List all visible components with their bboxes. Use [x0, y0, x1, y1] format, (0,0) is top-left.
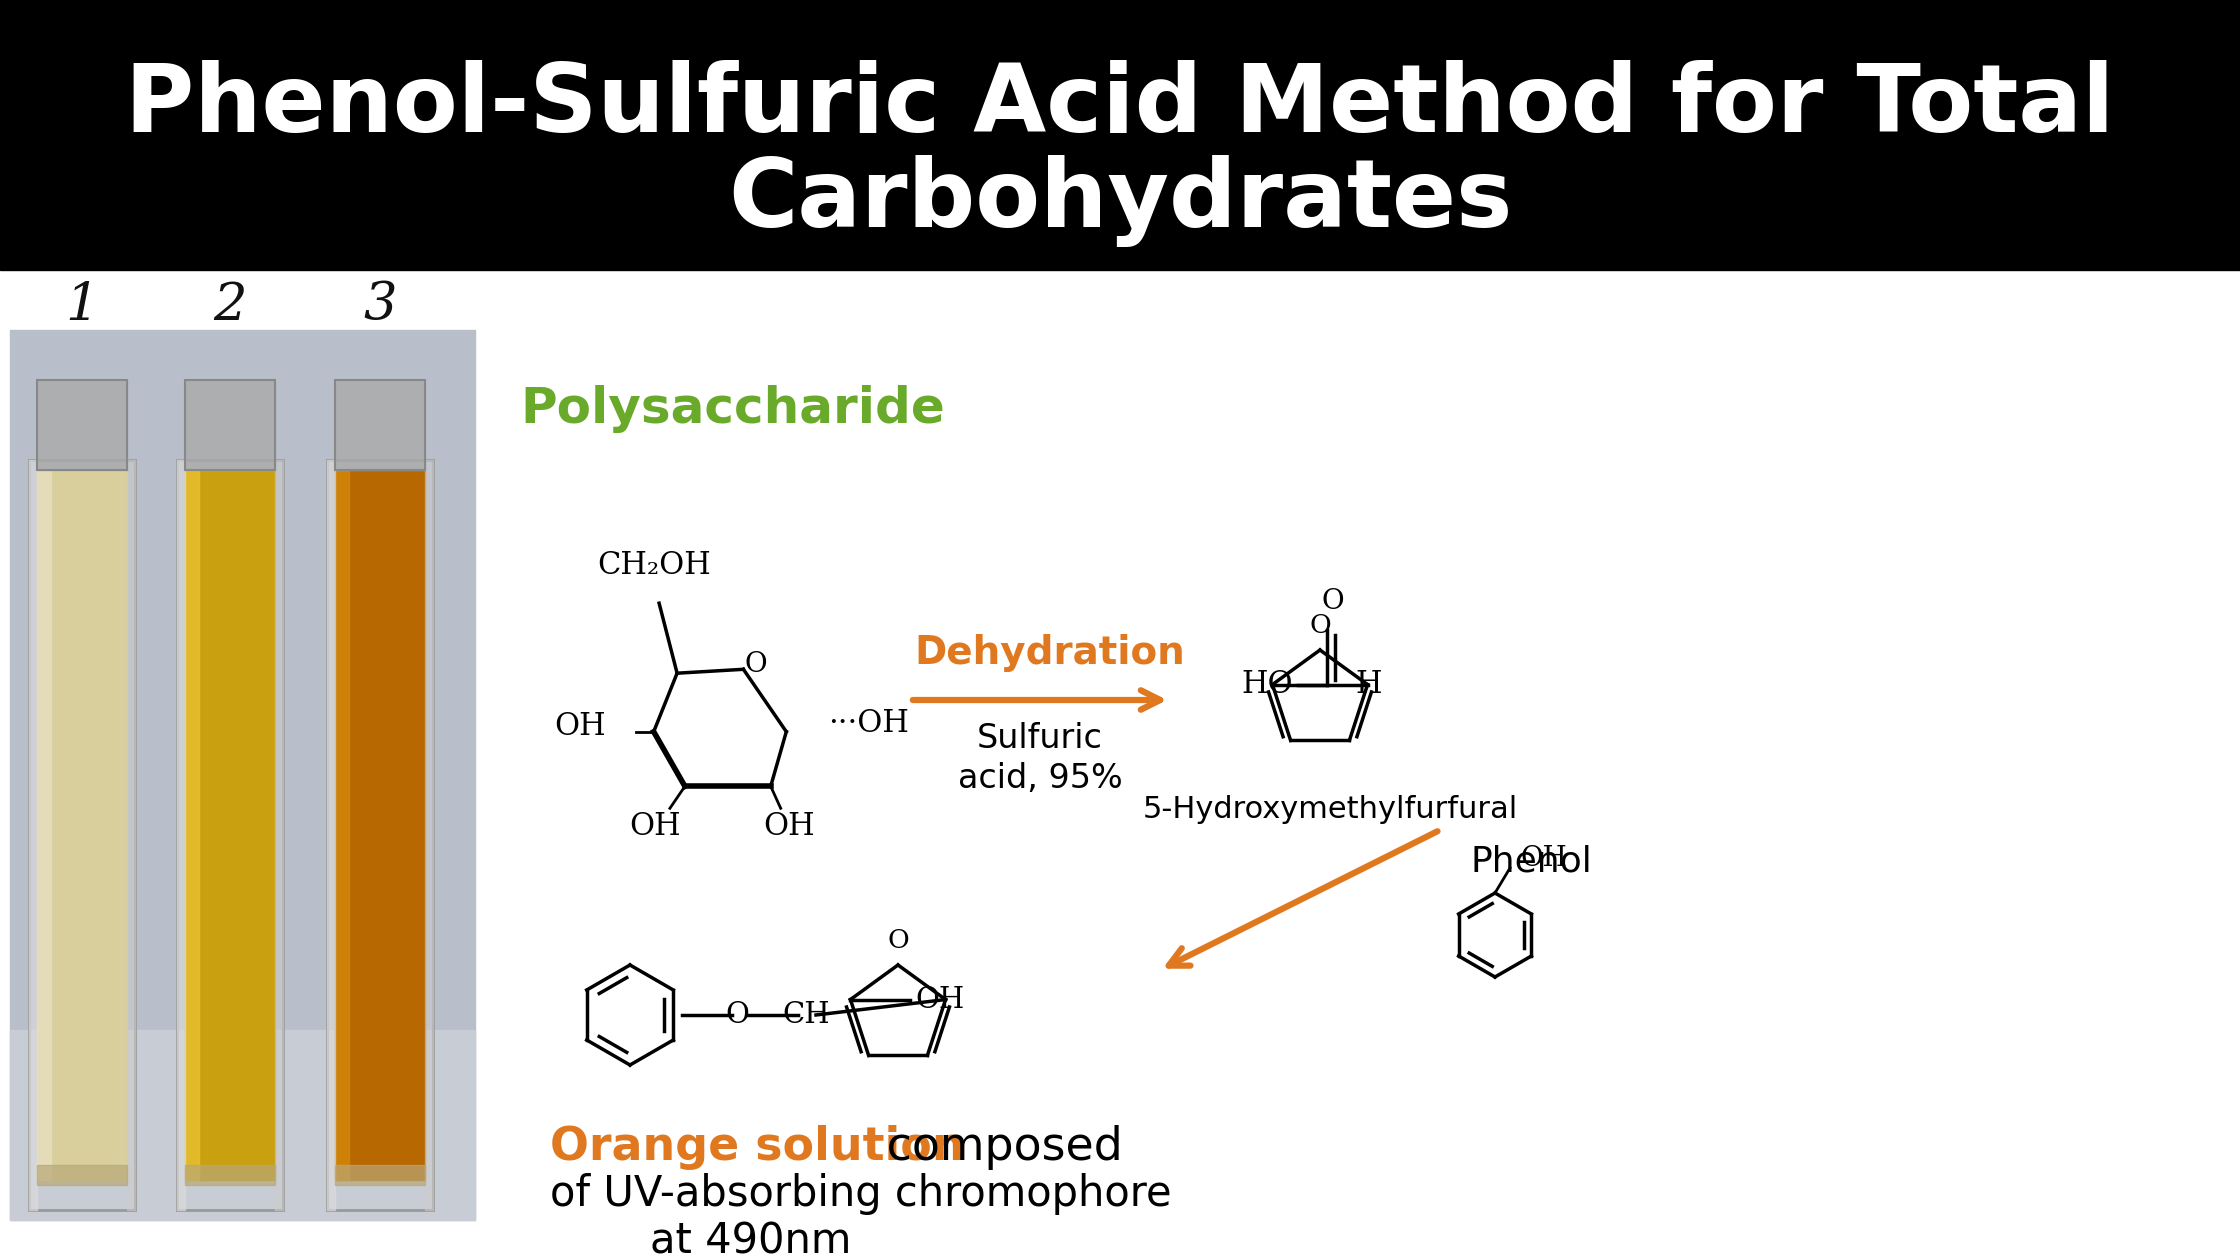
Text: CH₂OH: CH₂OH — [598, 551, 710, 581]
Text: 2: 2 — [213, 280, 246, 330]
Text: OH: OH — [1521, 844, 1566, 872]
Text: O: O — [744, 651, 766, 678]
Bar — [336, 470, 426, 1181]
Bar — [177, 460, 282, 1210]
Bar — [38, 470, 128, 1181]
Bar — [38, 470, 52, 1181]
Text: composed: composed — [871, 1125, 1122, 1171]
Text: acid, 95%: acid, 95% — [959, 762, 1122, 795]
Text: O: O — [1322, 587, 1344, 615]
Text: H: H — [1355, 669, 1382, 701]
Text: Dehydration: Dehydration — [914, 634, 1185, 672]
Bar — [9, 1029, 475, 1220]
Text: OH: OH — [553, 711, 605, 742]
Text: at 490nm: at 490nm — [650, 1220, 851, 1260]
Text: Phenol: Phenol — [1469, 845, 1593, 879]
Bar — [29, 460, 38, 1210]
Bar — [336, 1166, 426, 1184]
Text: Orange solution: Orange solution — [551, 1125, 965, 1171]
Polygon shape — [38, 381, 128, 470]
Text: Phenol-Sulfuric Acid Method for Total: Phenol-Sulfuric Acid Method for Total — [125, 60, 2115, 152]
Text: OH: OH — [764, 811, 815, 842]
Bar — [186, 470, 199, 1181]
Bar — [177, 460, 186, 1210]
Bar — [336, 470, 349, 1181]
Text: ···OH: ···OH — [829, 708, 909, 740]
Bar — [186, 470, 276, 1181]
Bar — [327, 460, 432, 1210]
Bar — [9, 330, 475, 1220]
Text: 5-Hydroxymethylfurfural: 5-Hydroxymethylfurfural — [1142, 795, 1519, 824]
Bar — [0, 0, 2240, 270]
Text: 3: 3 — [363, 280, 396, 330]
Bar — [128, 460, 134, 1210]
Polygon shape — [336, 381, 426, 470]
Text: Carbohydrates: Carbohydrates — [728, 155, 1512, 247]
Polygon shape — [186, 381, 276, 470]
Text: OH: OH — [916, 985, 965, 1013]
Text: O: O — [1308, 614, 1331, 638]
Text: 1: 1 — [65, 280, 99, 330]
Text: O: O — [887, 929, 909, 953]
Text: CH: CH — [782, 1000, 829, 1029]
Text: Sulfuric: Sulfuric — [977, 722, 1102, 755]
Text: OH: OH — [629, 811, 681, 842]
Bar — [276, 460, 282, 1210]
Bar — [38, 1166, 128, 1184]
Bar — [426, 460, 432, 1210]
Bar — [29, 460, 134, 1210]
Bar — [327, 460, 336, 1210]
Text: of UV-absorbing chromophore: of UV-absorbing chromophore — [551, 1173, 1172, 1215]
Text: Polysaccharide: Polysaccharide — [520, 386, 945, 433]
Text: O: O — [726, 1000, 748, 1029]
Bar — [186, 1166, 276, 1184]
Text: HO: HO — [1241, 669, 1292, 701]
